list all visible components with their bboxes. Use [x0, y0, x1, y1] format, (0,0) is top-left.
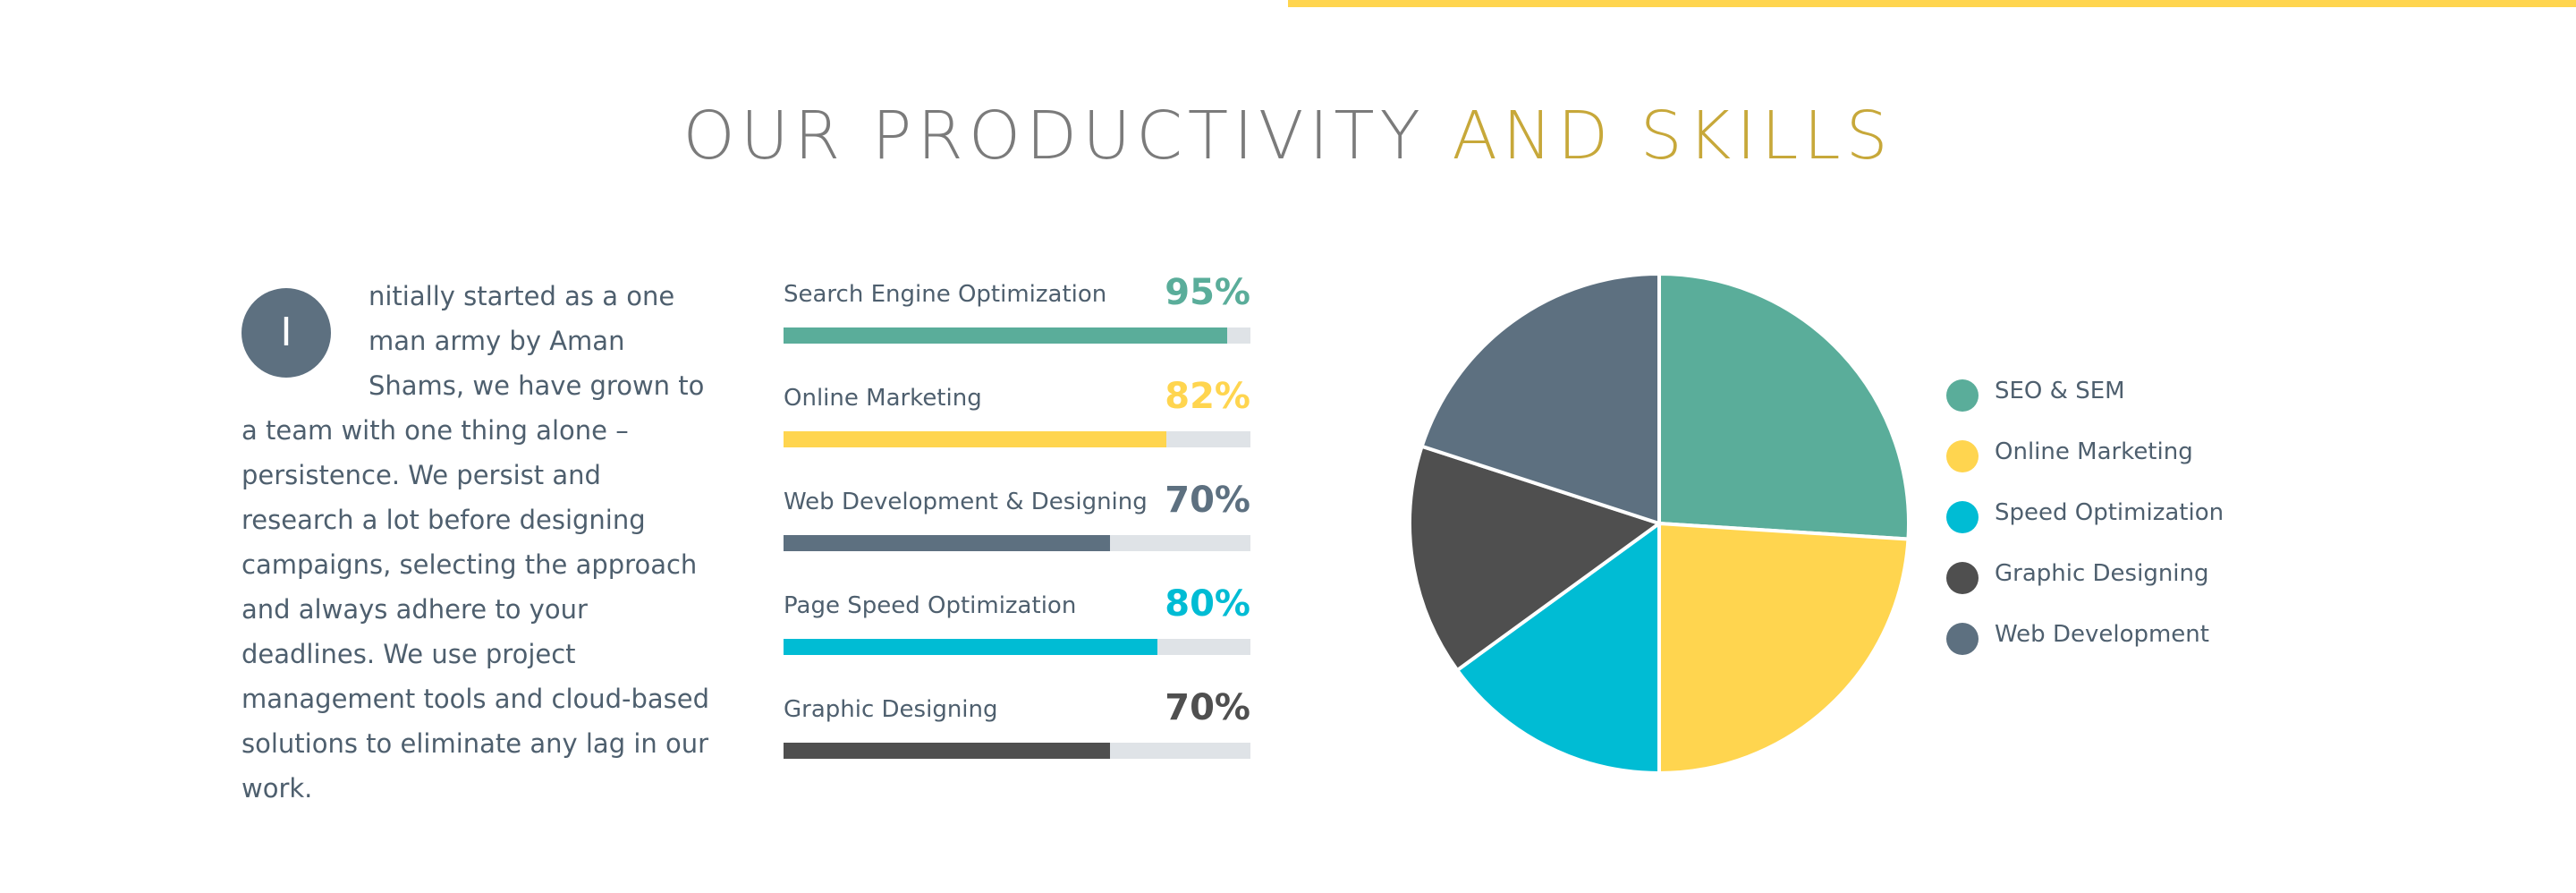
skill-label: Page Speed Optimization: [784, 592, 1077, 619]
skill-progress-track: [784, 327, 1250, 344]
legend-swatch: [1946, 440, 1979, 472]
skill-percent: 70%: [1165, 480, 1250, 521]
legend-label: Web Development: [1995, 621, 2209, 648]
skill-percent: 80%: [1165, 583, 1250, 625]
skill-progress-track: [784, 743, 1250, 759]
heading-part-gold: AND SKILLS: [1452, 98, 1894, 174]
skill-row: Page Speed Optimization 80%: [784, 580, 1250, 684]
legend-label: Online Marketing: [1995, 438, 2193, 465]
skill-label: Online Marketing: [784, 385, 982, 412]
skill-percent: 82%: [1165, 376, 1250, 417]
pie-slice: [1657, 521, 1911, 776]
heading-part-dark: OUR PRODUCTIVITY: [682, 98, 1426, 174]
legend-swatch: [1946, 501, 1979, 533]
section-heading: OUR PRODUCTIVITY AND SKILLS: [0, 97, 2576, 175]
skill-progress-track: [784, 535, 1250, 551]
pie-slice: [1408, 444, 1664, 673]
legend-label: Graphic Designing: [1995, 560, 2209, 587]
legend-swatch: [1946, 623, 1979, 655]
skill-progress-fill: [784, 639, 1157, 655]
pie-slice: [1657, 271, 1911, 541]
skill-label: Graphic Designing: [784, 696, 998, 723]
skill-row: Web Development & Designing 70%: [784, 476, 1250, 580]
skill-progress-track: [784, 639, 1250, 655]
skill-row: Online Marketing 82%: [784, 372, 1250, 476]
skill-progress-fill: [784, 535, 1111, 551]
legend-label: Speed Optimization: [1995, 499, 2224, 526]
skill-progress-fill: [784, 743, 1111, 759]
pie-slice: [1419, 271, 1661, 526]
intro-text: nitially started as a one man army by Am…: [242, 281, 710, 804]
skill-row: Graphic Designing 70%: [784, 684, 1250, 787]
top-accent-bar: [1288, 0, 2576, 7]
skill-row: Search Engine Optimization 95%: [784, 268, 1250, 372]
skill-label: Web Development & Designing: [784, 489, 1148, 515]
skill-percent: 95%: [1165, 272, 1250, 313]
skills-list: Search Engine Optimization 95% Online Mark…: [784, 268, 1250, 787]
legend-swatch: [1946, 562, 1979, 594]
legend-swatch: [1946, 379, 1979, 412]
skill-progress-track: [784, 431, 1250, 447]
drop-cap-badge: I: [242, 288, 331, 378]
skill-percent: 70%: [1165, 687, 1250, 728]
skill-progress-fill: [784, 431, 1167, 447]
skills-pie-chart: [1408, 271, 1911, 776]
skill-progress-fill: [784, 327, 1227, 344]
legend-label: SEO & SEM: [1995, 378, 2125, 404]
skill-label: Search Engine Optimization: [784, 281, 1107, 308]
pie-slice: [1454, 520, 1661, 776]
